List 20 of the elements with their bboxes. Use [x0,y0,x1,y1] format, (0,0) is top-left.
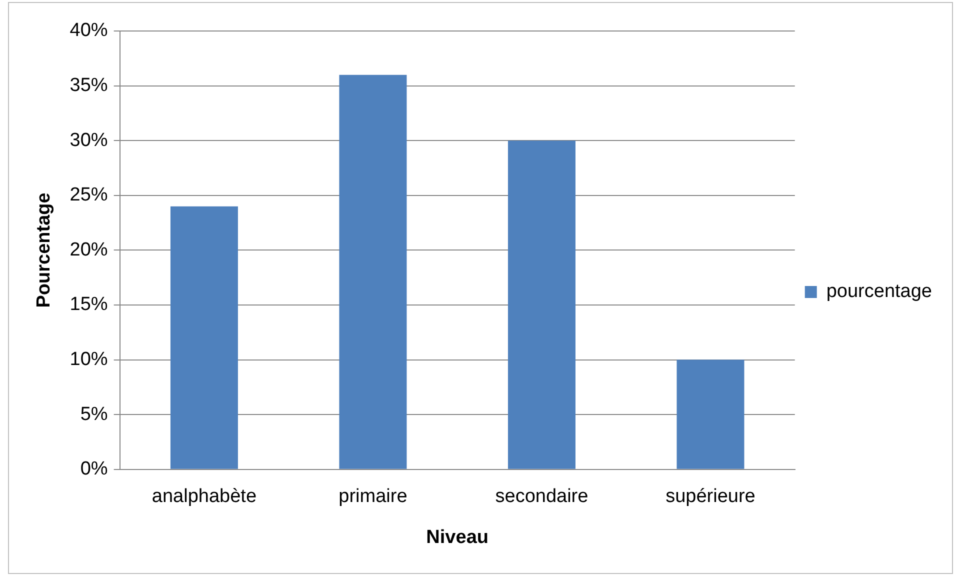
y-tick-label: 35% [70,75,108,96]
y-tick-label: 0% [80,458,108,480]
y-axis-title: Pourcentage [34,192,55,308]
x-axis-title: Niveau [426,526,488,548]
y-tick-label: 40% [70,20,108,42]
x-tick-label: secondaire [495,486,588,508]
y-tick-label: 15% [70,294,108,316]
y-tick-label: 25% [70,184,108,206]
legend-label: pourcentage [826,281,932,302]
bar [508,140,576,469]
y-tick-label: 30% [70,130,108,151]
x-tick-label: supérieure [666,486,756,508]
x-tick-label: analphabète [152,486,257,508]
bar [339,74,407,469]
x-tick-label: primaire [338,486,408,508]
bar [676,360,744,469]
y-tick-label: 20% [70,239,108,260]
y-tick-label: 5% [80,404,108,425]
y-tick-label: 10% [70,349,108,370]
bar [170,206,238,469]
